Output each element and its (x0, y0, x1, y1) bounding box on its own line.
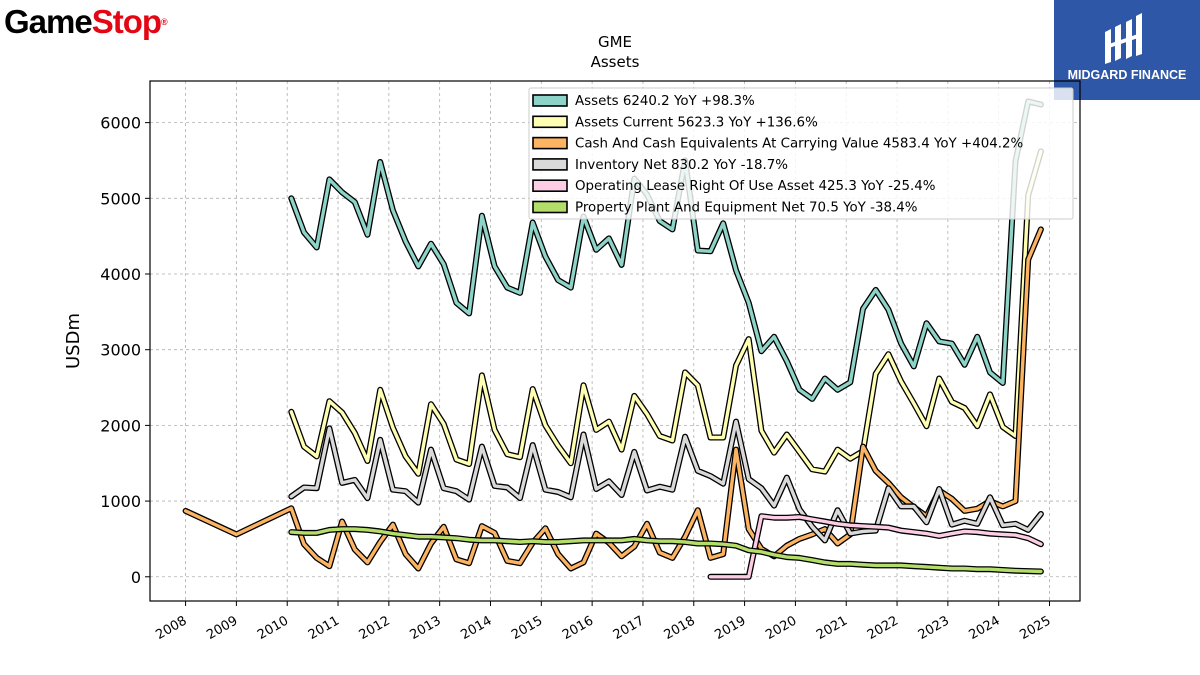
gamestop-logo: GameStop® (4, 2, 168, 42)
logo-text-game: Game (4, 3, 93, 40)
chart-subtitle: Assets (591, 53, 640, 71)
x-tick-label: 2022 (865, 613, 901, 643)
legend-entry: Inventory Net 830.2 YoY -18.7% (575, 158, 788, 173)
y-tick-label: 5000 (100, 189, 141, 208)
midgard-finance-logo: MIDGARD FINANCE (1054, 0, 1200, 100)
y-tick-label: 2000 (100, 416, 141, 435)
midgard-brand-text: MIDGARD FINANCE (1067, 68, 1187, 82)
legend-entry: Property Plant And Equipment Net 70.5 Yo… (575, 201, 918, 216)
midgard-emblem-icon (1105, 13, 1142, 64)
x-tick-label: 2015 (509, 613, 545, 643)
logo-text-stop: Stop (91, 3, 162, 40)
legend-swatch (532, 158, 568, 171)
legend: Assets 6240.2 YoY +98.3% Assets Current 5… (528, 87, 1074, 220)
y-tick-label: 1000 (100, 492, 141, 511)
legend-entry: Assets Current 5623.3 YoY +136.6% (575, 115, 818, 130)
x-tick-label: 2011 (306, 613, 342, 643)
x-tick-label: 2013 (408, 613, 444, 643)
legend-entry: Cash And Cash Equivalents At Carrying Va… (575, 137, 1023, 152)
y-tick-label: 4000 (100, 265, 141, 284)
y-tick-label: 0 (131, 568, 141, 587)
x-tick-label: 2014 (458, 613, 494, 643)
series-line (289, 527, 1043, 574)
series-line (289, 99, 1043, 401)
plot-frame (149, 80, 1081, 602)
series-assets (288, 98, 1044, 402)
registered-mark: ® (161, 17, 168, 27)
legend-swatch (532, 200, 568, 214)
x-tick-label: 2023 (916, 613, 952, 643)
x-tick-label: 2012 (357, 613, 393, 643)
x-axis-ticks: 2008 2009 2010 2011 2012 2013 2014 2015 2016 2017… (153, 601, 1054, 643)
y-tick-label: 3000 (100, 341, 141, 360)
x-tick-label: 2008 (153, 613, 189, 643)
x-tick-label: 2020 (763, 613, 799, 643)
x-tick-label: 2025 (1017, 613, 1053, 643)
series-line (289, 419, 1043, 543)
legend-swatch (532, 94, 568, 107)
x-tick-label: 2017 (611, 613, 647, 643)
legend-box (528, 87, 1074, 220)
x-tick-label: 2018 (662, 613, 698, 643)
series-property-plant-and-equipment-net (288, 526, 1044, 575)
series-lines (182, 98, 1044, 580)
legend-entry: Operating Lease Right Of Use Asset 425.3… (575, 179, 936, 194)
x-tick-label: 2019 (712, 613, 748, 643)
x-tick-label: 2009 (204, 613, 240, 643)
legend-swatch (532, 136, 568, 150)
chart-title: GME (598, 33, 632, 51)
y-axis-label: USDm (63, 313, 84, 369)
y-axis-ticks: 0 1000 2000 3000 4000 5000 6000 (100, 114, 150, 587)
series-operating-lease-right-of-use-asset (707, 513, 1044, 580)
x-tick-label: 2024 (967, 613, 1003, 643)
x-tick-label: 2016 (560, 613, 596, 643)
y-tick-label: 6000 (100, 114, 141, 133)
series-inventory-net (288, 418, 1044, 544)
x-tick-label: 2021 (814, 613, 850, 643)
series-line (708, 514, 1043, 579)
legend-swatch (532, 115, 568, 129)
x-tick-label: 2010 (255, 613, 291, 643)
series-line (289, 149, 1043, 476)
series-assets-current (288, 148, 1044, 477)
legend-swatch (532, 179, 568, 192)
legend-entry: Assets 6240.2 YoY +98.3% (575, 94, 755, 109)
